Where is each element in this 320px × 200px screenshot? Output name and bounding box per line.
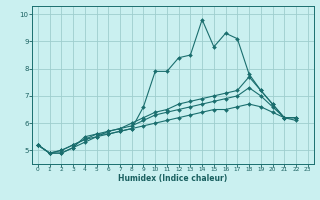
X-axis label: Humidex (Indice chaleur): Humidex (Indice chaleur) <box>118 174 228 183</box>
